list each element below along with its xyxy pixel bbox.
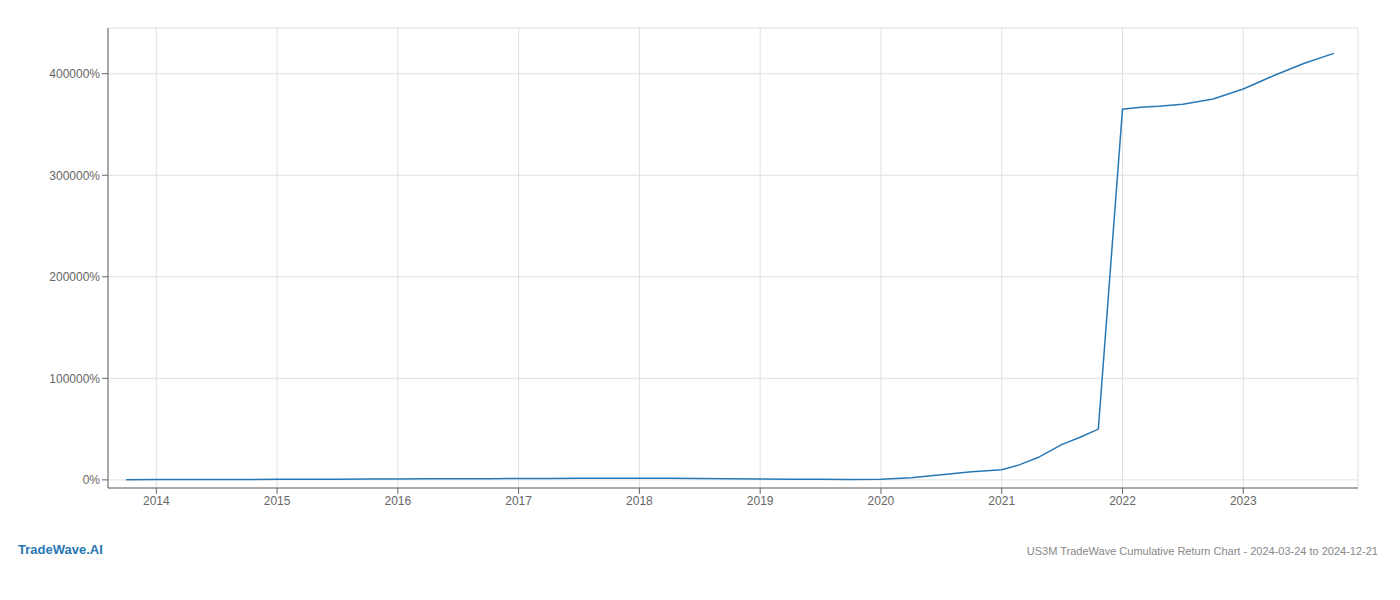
svg-text:2023: 2023 bbox=[1230, 494, 1257, 508]
svg-text:2014: 2014 bbox=[143, 494, 170, 508]
svg-text:300000%: 300000% bbox=[49, 169, 100, 183]
svg-text:400000%: 400000% bbox=[49, 67, 100, 81]
svg-text:2020: 2020 bbox=[868, 494, 895, 508]
svg-text:2022: 2022 bbox=[1109, 494, 1136, 508]
svg-text:2015: 2015 bbox=[264, 494, 291, 508]
svg-text:2017: 2017 bbox=[505, 494, 532, 508]
svg-text:200000%: 200000% bbox=[49, 270, 100, 284]
html-text:US3M TradeWave Cumulative Retu: US3M TradeWave Cumulative Return Chart -… bbox=[1026, 545, 1378, 557]
svg-text:2016: 2016 bbox=[385, 494, 412, 508]
svg-text:2021: 2021 bbox=[988, 494, 1015, 508]
svg-text:0%: 0% bbox=[83, 473, 101, 487]
svg-text:2018: 2018 bbox=[626, 494, 653, 508]
svg-text:100000%: 100000% bbox=[49, 372, 100, 386]
html-text:TradeWave.AI: TradeWave.AI bbox=[18, 542, 103, 557]
svg-text:2019: 2019 bbox=[747, 494, 774, 508]
